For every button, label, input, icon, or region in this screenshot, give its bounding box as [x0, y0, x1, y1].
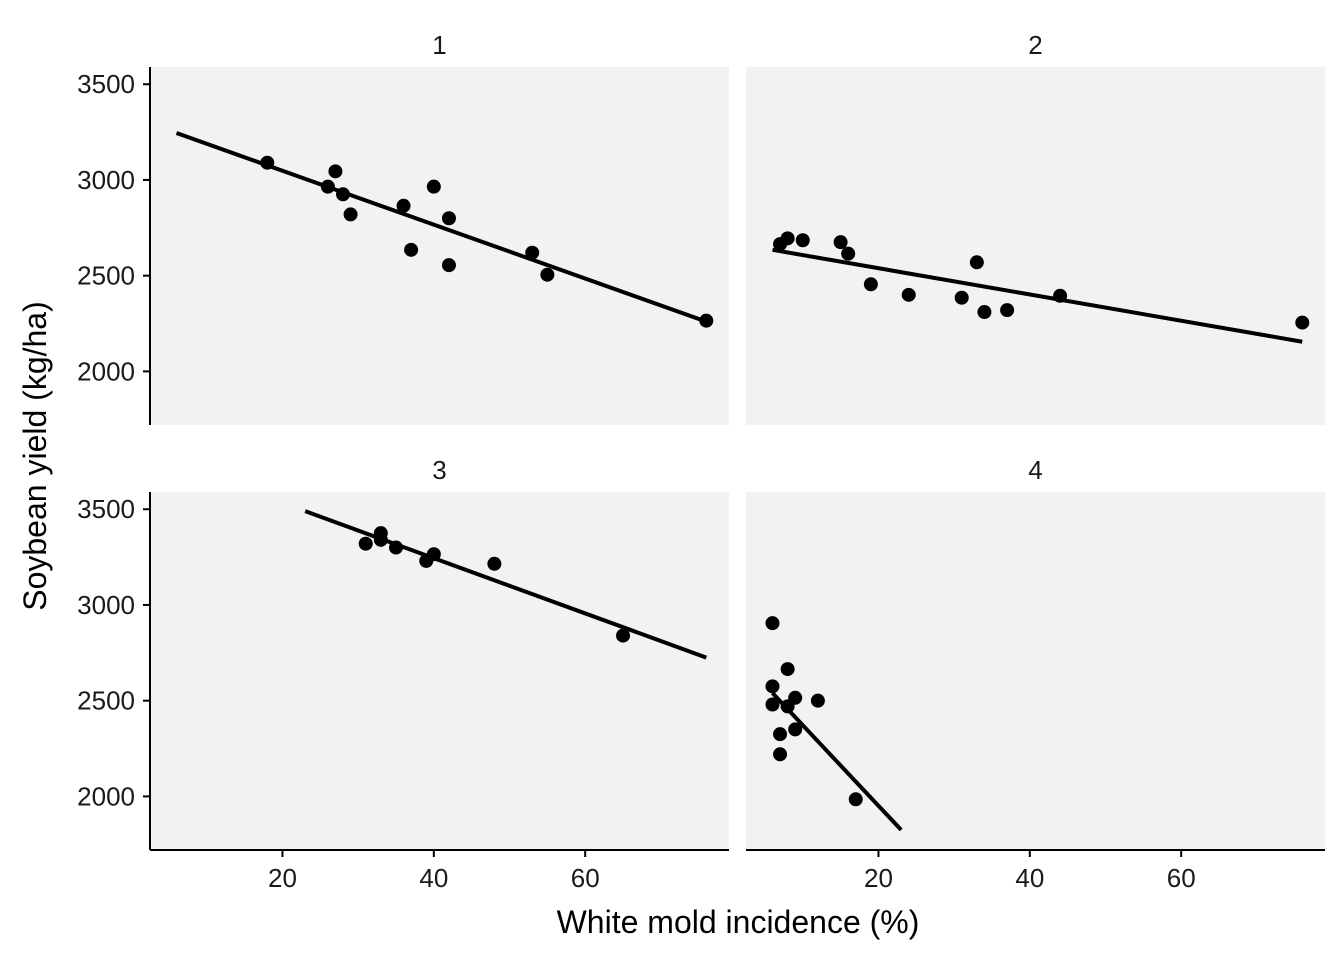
data-point: [1000, 303, 1015, 318]
panel-4: 4 20 40 60: [746, 455, 1325, 893]
data-point: [343, 207, 358, 222]
regression-line: [772, 247, 1303, 344]
panel-background: [746, 67, 1325, 425]
panel-3: 3 2000 2500 3000 3500 20 40 60: [77, 455, 729, 893]
data-point: [954, 290, 969, 305]
data-point: [358, 536, 373, 551]
y-tick-label: 2500: [77, 261, 135, 291]
data-point: [441, 211, 456, 226]
y-tick-label: 2000: [77, 356, 135, 386]
data-point: [765, 616, 780, 631]
data-point: [788, 690, 803, 705]
x-tick-label: 60: [1167, 863, 1196, 893]
data-point: [336, 187, 350, 202]
data-point: [487, 556, 502, 571]
data-point: [441, 258, 456, 273]
y-tick-label: 3000: [77, 165, 135, 195]
data-point: [388, 540, 403, 555]
data-point: [901, 287, 916, 302]
data-point: [404, 242, 419, 257]
data-point: [328, 164, 343, 179]
panel-background: [150, 67, 729, 425]
data-point: [863, 277, 878, 292]
data-point: [788, 722, 803, 737]
data-point: [320, 179, 335, 194]
x-tick-label: 40: [419, 863, 448, 893]
y-tick-label: 3500: [77, 494, 135, 524]
data-point: [426, 179, 441, 194]
data-point: [260, 155, 275, 170]
data-point: [1295, 315, 1310, 330]
panel-background: [150, 492, 729, 850]
regression-line: [304, 509, 707, 660]
x-tick-label: 60: [571, 863, 600, 893]
data-point: [773, 747, 788, 762]
data-point: [833, 235, 848, 250]
data-point: [525, 245, 540, 260]
panel-2: 2: [746, 30, 1325, 425]
x-axis-title: White mold incidence (%): [557, 904, 920, 940]
x-tick-label: 20: [864, 863, 893, 893]
x-tick-label: 20: [268, 863, 297, 893]
data-point: [841, 246, 856, 261]
data-point: [540, 267, 555, 282]
strip-label: 3: [432, 455, 446, 485]
strip-label: 1: [432, 30, 446, 60]
strip-label: 4: [1028, 455, 1042, 485]
panel-background: [746, 492, 1325, 850]
data-point: [810, 693, 825, 708]
y-tick-label: 3000: [77, 590, 135, 620]
y-tick-label: 2000: [77, 781, 135, 811]
y-tick-label: 3500: [77, 69, 135, 99]
data-point: [396, 198, 411, 213]
data-point: [765, 697, 780, 712]
data-point: [795, 233, 810, 248]
panel-1: 1 2000 2500 3000 3500: [77, 30, 729, 425]
data-point: [848, 792, 863, 807]
x-tick-label: 40: [1015, 863, 1044, 893]
data-point: [1053, 288, 1068, 303]
data-point: [977, 305, 992, 320]
strip-label: 2: [1028, 30, 1042, 60]
data-point: [426, 547, 441, 562]
data-point: [969, 255, 984, 270]
data-point: [780, 662, 795, 677]
regression-line: [771, 691, 903, 832]
data-point: [773, 727, 788, 742]
y-axis-title: Soybean yield (kg/ha): [17, 301, 53, 611]
y-tick-label: 2500: [77, 686, 135, 716]
data-point: [699, 313, 714, 328]
data-point: [616, 628, 631, 643]
data-point: [765, 679, 780, 694]
data-point: [373, 532, 388, 547]
data-point: [780, 231, 795, 246]
